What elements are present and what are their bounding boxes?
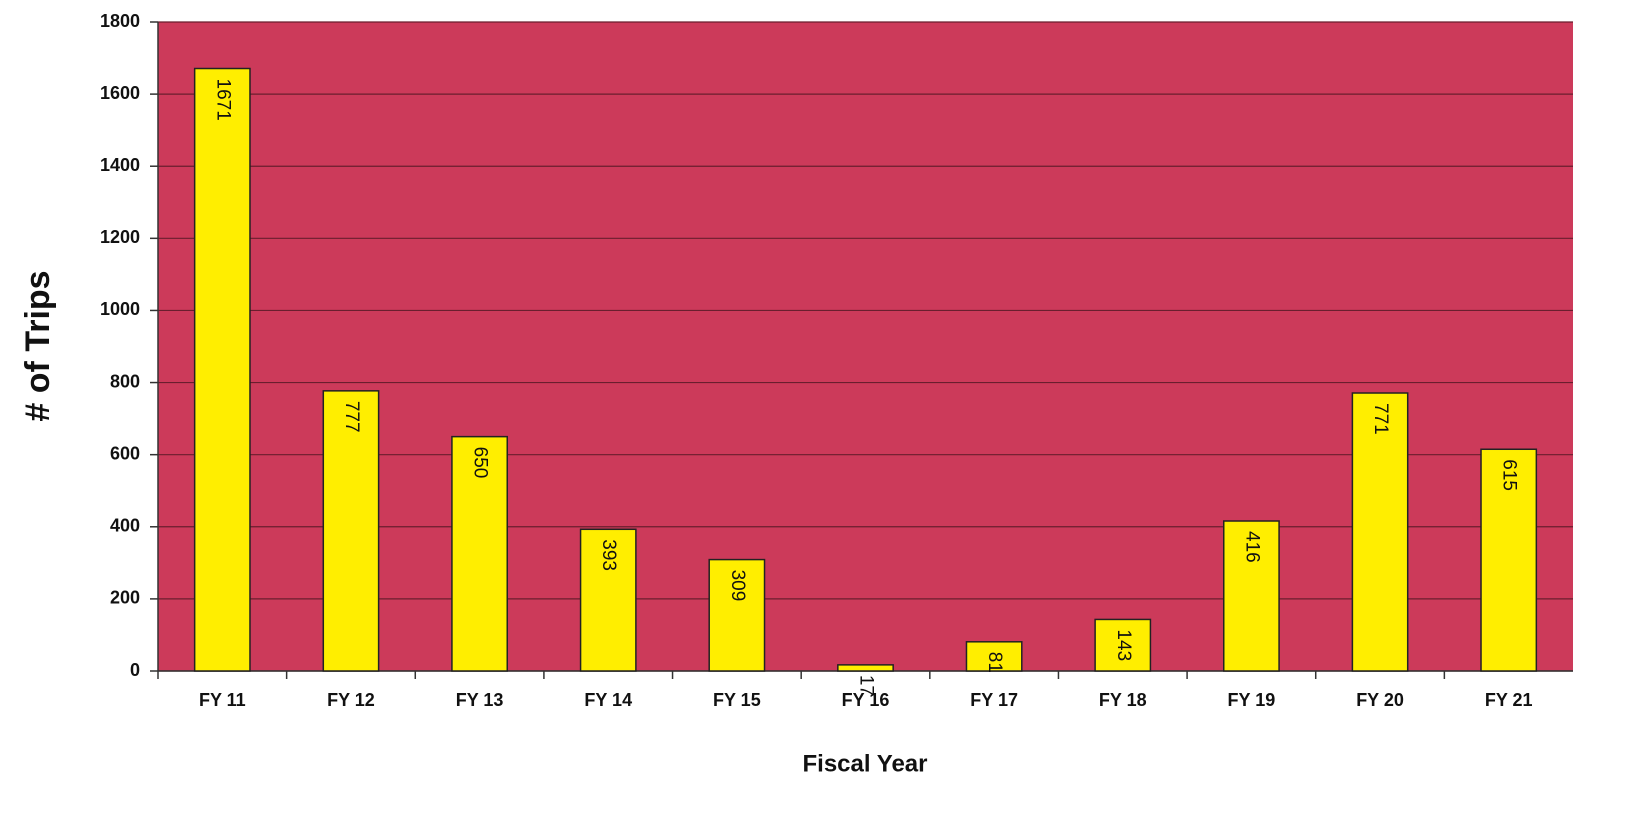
x-tick-label: FY 17 — [970, 690, 1018, 710]
y-tick-label: 1200 — [100, 227, 140, 247]
data-label: 615 — [1499, 459, 1520, 491]
x-tick-label: FY 14 — [584, 690, 632, 710]
x-tick-label: FY 19 — [1228, 690, 1276, 710]
y-tick-label: 800 — [110, 371, 140, 391]
data-label: 650 — [470, 447, 491, 479]
data-label: 771 — [1370, 403, 1391, 435]
y-tick-label: 200 — [110, 588, 140, 608]
bar — [451, 435, 508, 672]
data-label: 393 — [598, 539, 619, 571]
bar — [708, 558, 766, 672]
y-axis-title: # of Trips — [19, 270, 57, 421]
data-label: 416 — [1241, 531, 1262, 563]
bar — [1223, 520, 1280, 672]
data-label: 777 — [341, 401, 362, 433]
data-label: 17 — [855, 675, 876, 696]
y-tick-label: 1800 — [100, 11, 140, 31]
x-tick-label: FY 11 — [199, 690, 246, 710]
bar — [837, 664, 894, 672]
y-tick-label: 600 — [110, 443, 140, 463]
bar — [1094, 618, 1152, 672]
x-tick-label: FY 21 — [1485, 690, 1533, 710]
bar — [1480, 448, 1538, 672]
x-tick-label: FY 18 — [1099, 690, 1147, 710]
x-axis-title: Fiscal Year — [803, 750, 928, 777]
bar — [1351, 392, 1409, 672]
x-tick-label: FY 15 — [713, 690, 761, 710]
y-tick-label: 0 — [130, 660, 140, 680]
data-label: 1671 — [212, 79, 233, 121]
data-label: 81 — [984, 652, 1005, 673]
bar — [579, 528, 637, 672]
bar — [965, 641, 1023, 672]
x-tick-label: FY 13 — [456, 690, 504, 710]
data-label: 143 — [1113, 629, 1134, 661]
x-tick-label: FY 12 — [327, 690, 375, 710]
x-tick-label: FY 16 — [842, 690, 890, 710]
plot-area — [158, 22, 1573, 671]
y-tick-label: 400 — [110, 516, 140, 536]
data-label: 309 — [727, 570, 748, 602]
y-tick-label: 1600 — [100, 83, 140, 103]
bar — [322, 390, 380, 672]
x-tick-label: FY 20 — [1356, 690, 1404, 710]
y-tick-label: 1400 — [100, 155, 140, 175]
bar — [193, 67, 251, 672]
y-tick-label: 1000 — [100, 299, 140, 319]
